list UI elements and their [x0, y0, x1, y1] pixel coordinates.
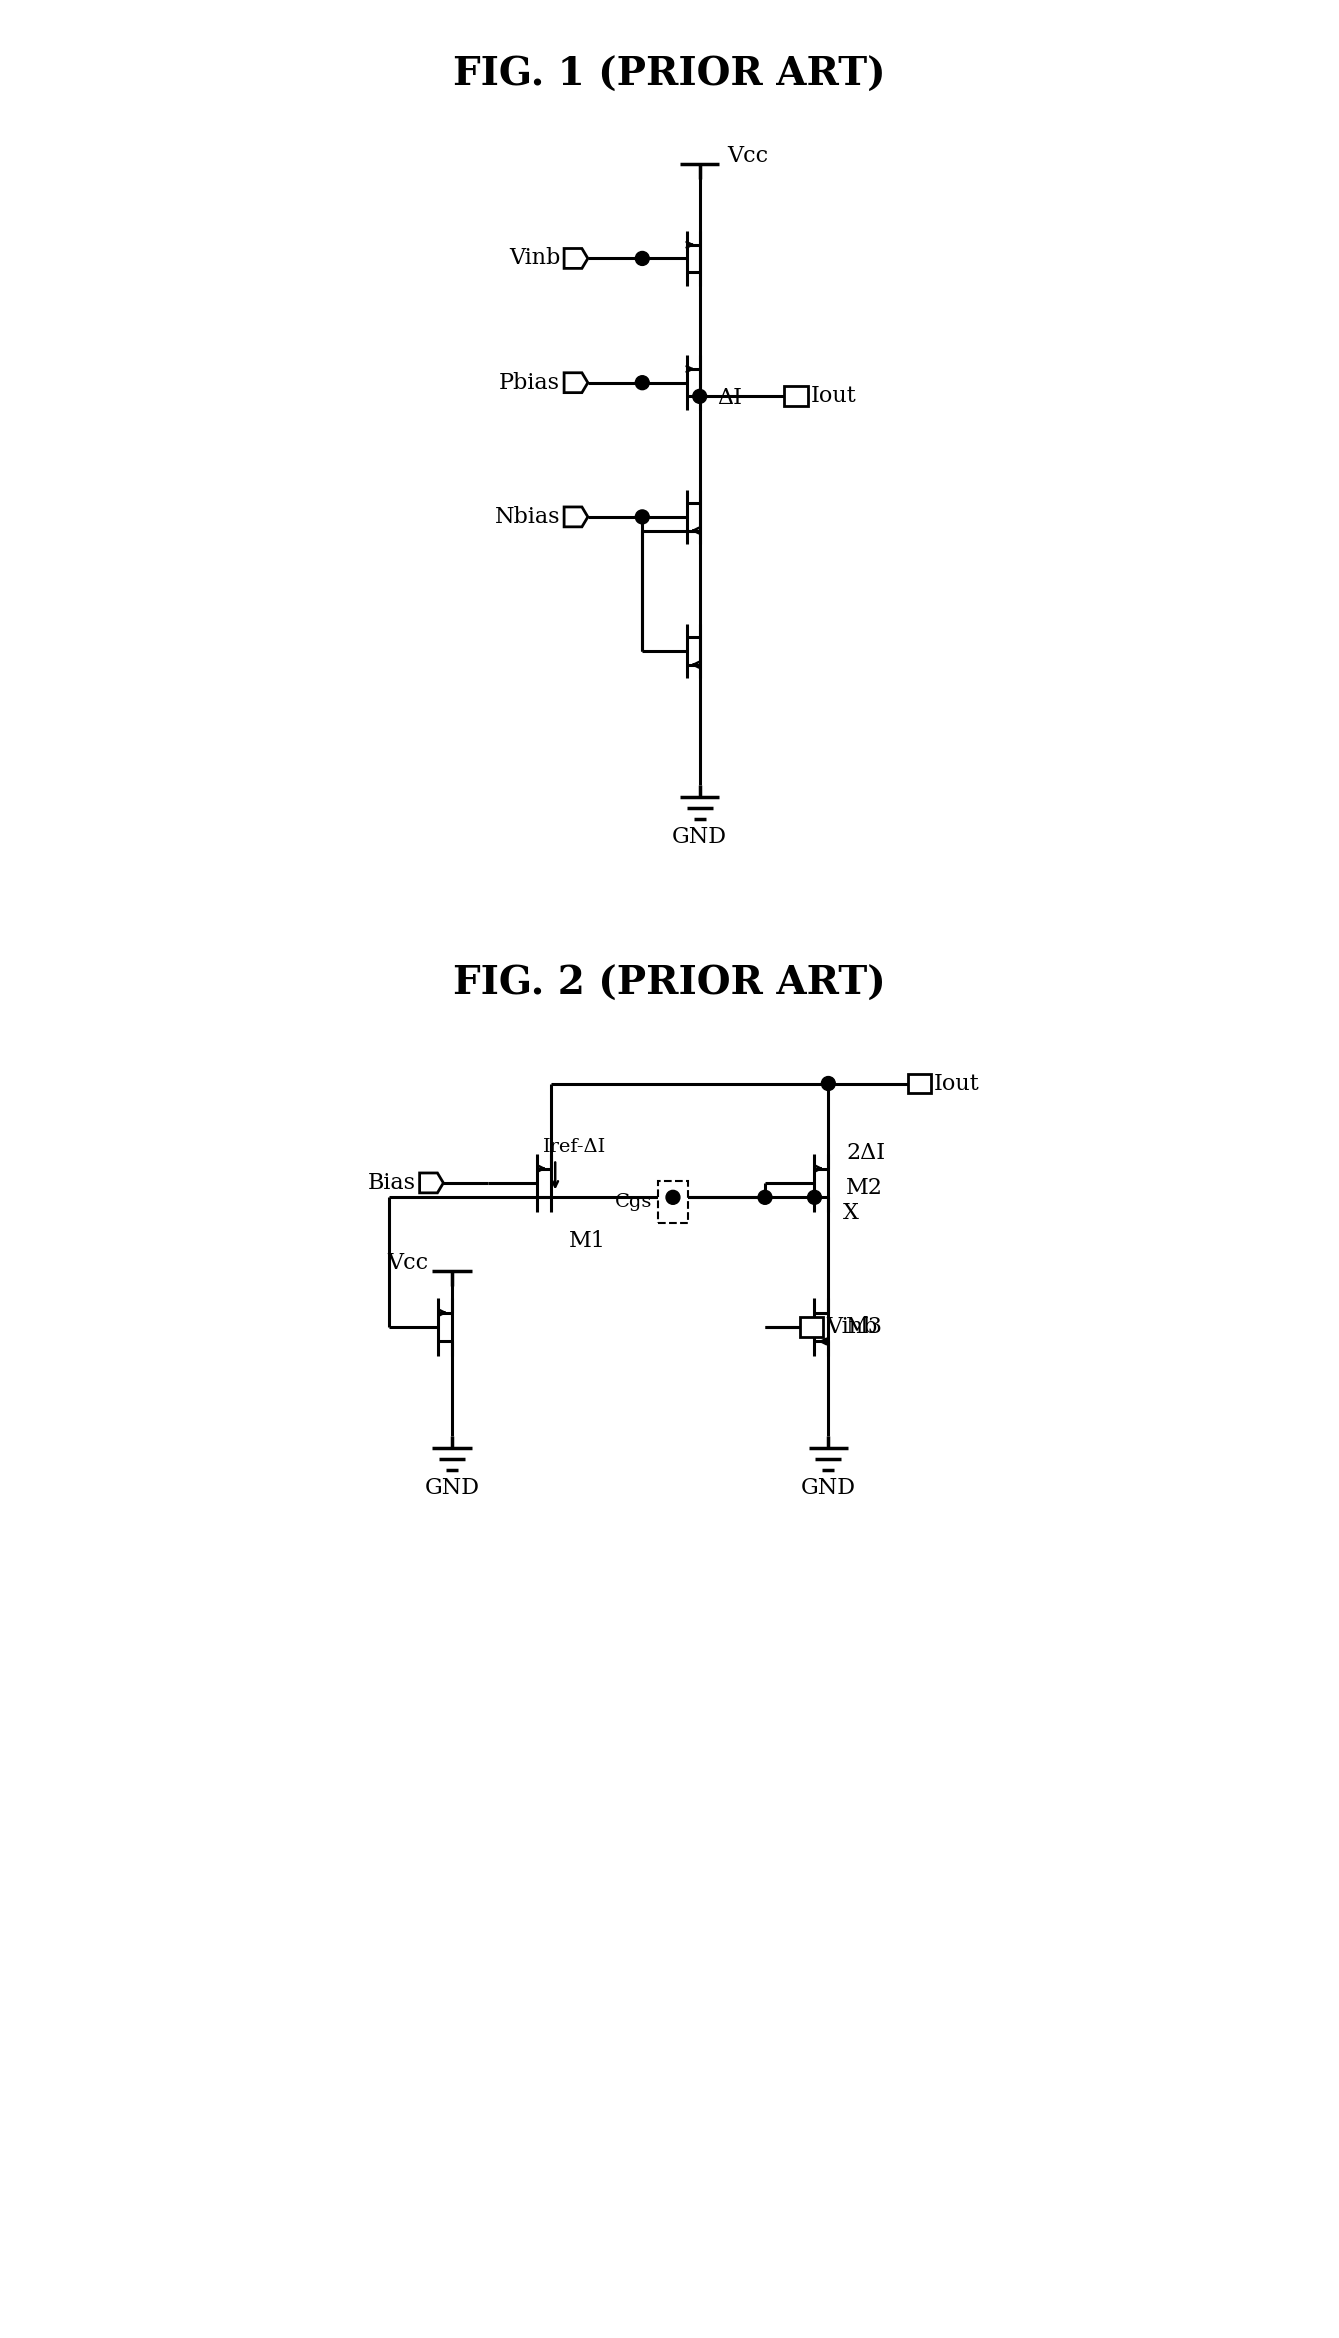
Circle shape — [636, 510, 649, 524]
Bar — [908, 1073, 931, 1094]
Circle shape — [636, 376, 649, 390]
Text: FIG. 2 (PRIOR ART): FIG. 2 (PRIOR ART) — [453, 966, 885, 1003]
Text: Vcc: Vcc — [387, 1251, 428, 1274]
Text: Iout: Iout — [935, 1073, 980, 1094]
Text: Nbias: Nbias — [494, 505, 560, 528]
Circle shape — [758, 1190, 771, 1204]
Text: Pbias: Pbias — [499, 372, 560, 393]
Text: Vinb: Vinb — [509, 248, 560, 269]
Bar — [783, 386, 807, 407]
Polygon shape — [564, 248, 588, 269]
Circle shape — [665, 1190, 680, 1204]
Text: GND: GND — [424, 1478, 479, 1499]
Text: Vinb: Vinb — [826, 1316, 878, 1337]
Polygon shape — [419, 1174, 443, 1192]
Text: Bias: Bias — [368, 1171, 415, 1195]
Text: Iout: Iout — [810, 386, 856, 407]
Text: M1: M1 — [569, 1230, 607, 1251]
Text: M2: M2 — [846, 1176, 882, 1199]
Text: Cgs: Cgs — [615, 1192, 652, 1211]
Text: GND: GND — [801, 1478, 856, 1499]
Circle shape — [807, 1190, 821, 1204]
Polygon shape — [564, 507, 588, 526]
Polygon shape — [564, 372, 588, 393]
Text: M3: M3 — [846, 1316, 884, 1337]
FancyBboxPatch shape — [659, 1181, 688, 1223]
Circle shape — [821, 1075, 836, 1090]
Text: ΔI: ΔI — [718, 386, 743, 409]
Text: Vcc: Vcc — [727, 145, 769, 166]
Bar — [799, 1316, 823, 1337]
Text: X: X — [844, 1202, 860, 1225]
Text: GND: GND — [672, 825, 727, 849]
Text: FIG. 1 (PRIOR ART): FIG. 1 (PRIOR ART) — [453, 56, 885, 94]
Text: 2ΔI: 2ΔI — [846, 1141, 885, 1164]
Circle shape — [636, 253, 649, 267]
Text: Iref-ΔI: Iref-ΔI — [544, 1139, 607, 1155]
Circle shape — [692, 390, 707, 404]
